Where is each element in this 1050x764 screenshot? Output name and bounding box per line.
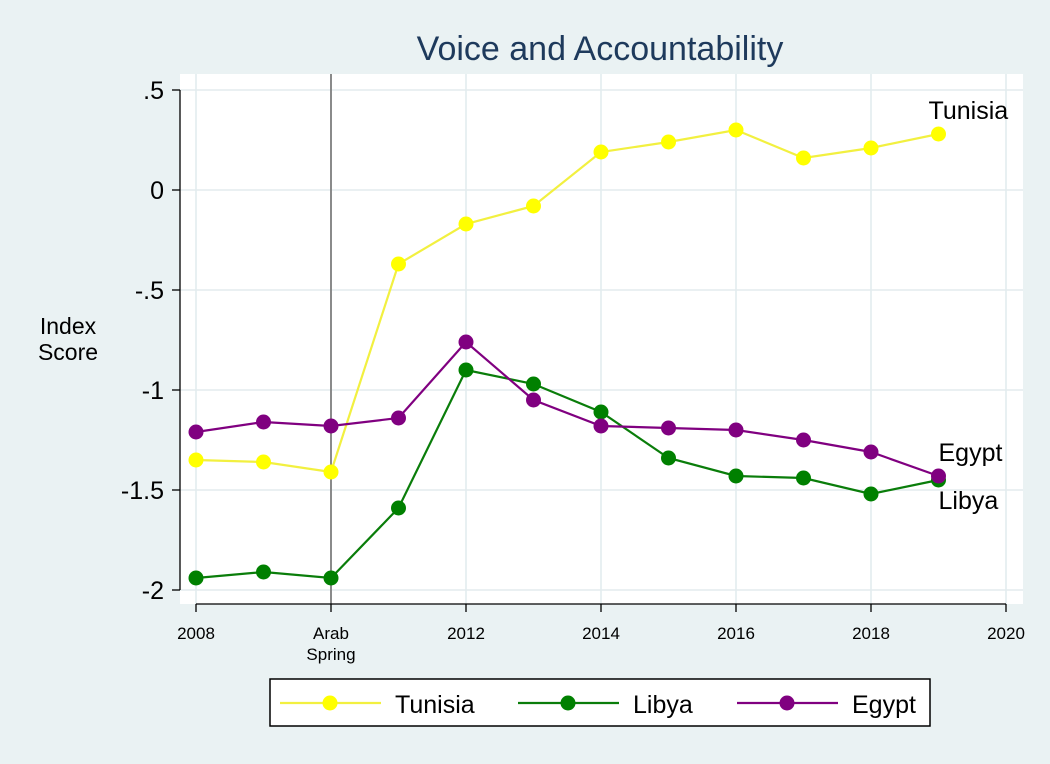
x-tick-labels: 2008 Arab Spring 2012 2014 2016 2018 2020	[177, 624, 1025, 664]
tunisia-series-line	[195, 128, 939, 474]
tunisia-data-point	[458, 216, 474, 232]
tunisia-data-point	[391, 256, 406, 272]
legend: Tunisia Libya Egypt	[269, 678, 931, 727]
tunisia-legend-label: Tunisia	[395, 691, 475, 719]
tunisia-legend-marker	[322, 695, 338, 711]
libya-data-point	[458, 362, 474, 378]
libya-data-point	[661, 450, 676, 466]
egypt-data-point	[931, 468, 946, 484]
egypt-data-point	[256, 414, 271, 430]
egypt-legend-label: Egypt	[852, 691, 916, 719]
x-tick-label: Arab	[313, 624, 349, 643]
libya-data-point	[863, 486, 879, 502]
tunisia-end-label: Tunisia	[929, 97, 1009, 125]
libya-series-line	[195, 368, 939, 580]
tunisia-data-point	[526, 198, 541, 214]
y-tick-label: 0	[150, 177, 164, 205]
tunisia-data-point	[593, 144, 609, 160]
egypt-data-point	[863, 444, 879, 460]
libya-data-point	[526, 376, 541, 392]
tunisia-data-point	[796, 150, 811, 166]
tunisia-data-point	[931, 126, 946, 142]
series-group	[188, 122, 946, 586]
egypt-data-point	[458, 334, 474, 350]
y-tick-labels: .5 0 -.5 -1 -1.5 -2	[121, 77, 164, 605]
y-tick-label: -1	[142, 377, 164, 405]
y-axis-label-line-1: Index	[40, 313, 97, 339]
libya-data-point	[796, 470, 811, 486]
tunisia-data-point	[256, 454, 271, 470]
x-tick-label: 2012	[447, 624, 485, 643]
tunisia-data-point	[728, 122, 744, 138]
libya-data-point	[323, 570, 339, 586]
egypt-data-point	[526, 392, 541, 408]
egypt-data-point	[391, 410, 406, 426]
axes	[172, 89, 1007, 612]
y-axis-label-line-2: Score	[38, 339, 98, 365]
tunisia-data-point	[323, 464, 339, 480]
y-tick-label: -2	[142, 577, 164, 605]
egypt-legend-marker	[779, 695, 795, 711]
egypt-data-point	[323, 418, 339, 434]
libya-end-label: Libya	[939, 487, 999, 515]
libya-legend-label: Libya	[633, 691, 693, 719]
end-labels: Tunisia Libya Egypt	[929, 97, 1009, 515]
egypt-end-label: Egypt	[939, 439, 1003, 467]
x-tick-label: 2020	[987, 624, 1025, 643]
egypt-data-point	[593, 418, 609, 434]
y-tick-label: -.5	[135, 277, 164, 305]
x-tick-label: 2016	[717, 624, 755, 643]
libya-legend-marker	[560, 695, 576, 711]
y-tick-label: -1.5	[121, 477, 164, 505]
x-tick-label: 2018	[852, 624, 890, 643]
egypt-data-point	[188, 424, 204, 440]
libya-data-point	[256, 564, 271, 580]
x-tick-label: 2014	[582, 624, 620, 643]
tunisia-data-point	[661, 134, 676, 150]
libya-data-point	[391, 500, 406, 516]
egypt-data-point	[728, 422, 744, 438]
egypt-data-point	[661, 420, 676, 436]
tunisia-data-point	[188, 452, 204, 468]
libya-data-point	[728, 468, 744, 484]
legend-items: Tunisia Libya Egypt	[280, 691, 916, 719]
libya-data-point	[188, 570, 204, 586]
x-tick-label: 2008	[177, 624, 215, 643]
egypt-series-line	[195, 340, 939, 478]
egypt-data-point	[796, 432, 811, 448]
y-tick-label: .5	[143, 77, 164, 105]
libya-data-point	[593, 404, 609, 420]
tunisia-data-point	[863, 140, 879, 156]
chart-title: Voice and Accountability	[417, 30, 784, 68]
x-tick-label: Spring	[306, 645, 355, 664]
